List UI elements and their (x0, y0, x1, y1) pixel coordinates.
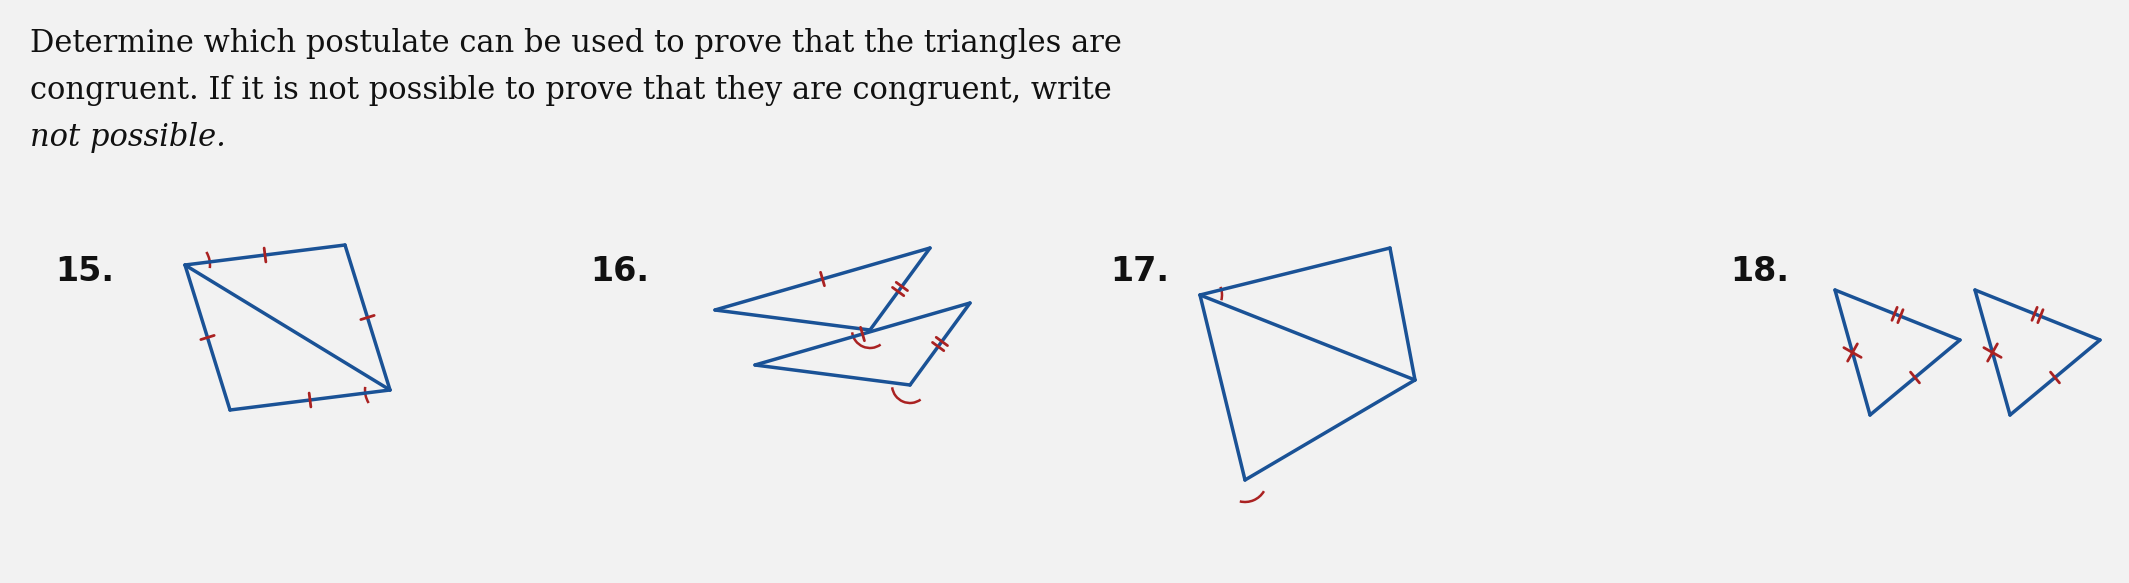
Text: 17.: 17. (1109, 255, 1169, 288)
Text: 18.: 18. (1731, 255, 1788, 288)
Text: congruent. If it is not possible to prove that they are congruent, write: congruent. If it is not possible to prov… (30, 75, 1111, 106)
Text: Determine which postulate can be used to prove that the triangles are: Determine which postulate can be used to… (30, 28, 1122, 59)
Text: 16.: 16. (590, 255, 649, 288)
Text: not possible.: not possible. (30, 122, 226, 153)
Text: 15.: 15. (55, 255, 115, 288)
